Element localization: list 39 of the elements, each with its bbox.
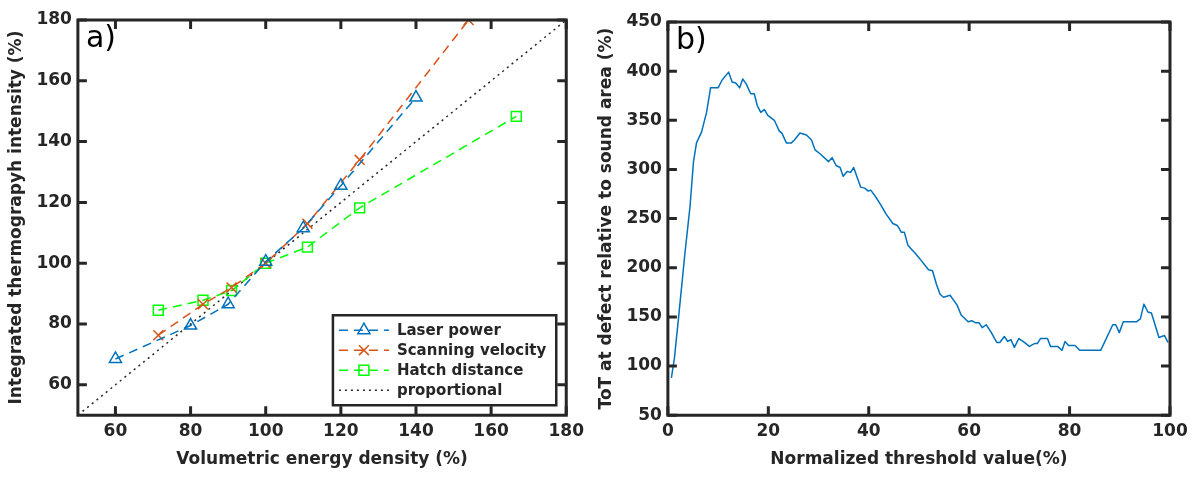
y-tick-label: 160 [36,69,73,90]
y-tick-label: 140 [36,130,73,151]
legend-label: Laser power [396,321,502,340]
legend-label: proportional [396,381,503,400]
x-tick-label: 140 [398,419,434,440]
x-tick-label: 180 [548,419,585,440]
y-tick-label: 250 [626,207,663,228]
x-axis-title: Volumetric energy density (%) [176,448,468,469]
y-tick-label: 200 [626,256,663,277]
y-tick-label: 60 [48,373,73,394]
x-tick-label: 60 [957,419,982,440]
x-tick-label: 20 [756,419,781,440]
annotation: a) [85,18,116,54]
y-axis-title: ToT at defect relative to sound area (%) [594,27,615,410]
x-tick-label: 100 [247,419,284,440]
annotation: b) [675,20,707,56]
y-tick-label: 50 [638,403,663,424]
y-tick-label: 80 [48,312,73,333]
y-tick-label: 100 [36,251,73,272]
x-tick-label: 120 [323,419,359,440]
y-tick-label: 150 [626,305,663,326]
x-tick-label: 160 [473,419,510,440]
y-tick-label: 100 [626,354,663,375]
y-tick-label: 350 [626,108,663,129]
y-tick-label: 300 [626,157,663,178]
x-tick-label: 0 [661,419,674,440]
x-tick-label: 100 [1152,419,1188,440]
x-axis-title: Normalized threshold value(%) [770,448,1068,469]
legend-label: Hatch distance [396,361,524,380]
x-tick-label: 80 [1057,419,1082,440]
legend-label: Scanning velocity [396,341,547,360]
y-tick-label: 400 [626,59,663,80]
y-axis-title: Integrated thermograpyh intensity (%) [4,30,25,405]
x-tick-label: 60 [103,419,128,440]
y-tick-label: 120 [36,190,73,211]
y-tick-label: 180 [36,8,73,29]
y-tick-label: 450 [626,10,663,31]
x-tick-label: 40 [856,419,881,440]
x-tick-label: 80 [178,419,203,440]
